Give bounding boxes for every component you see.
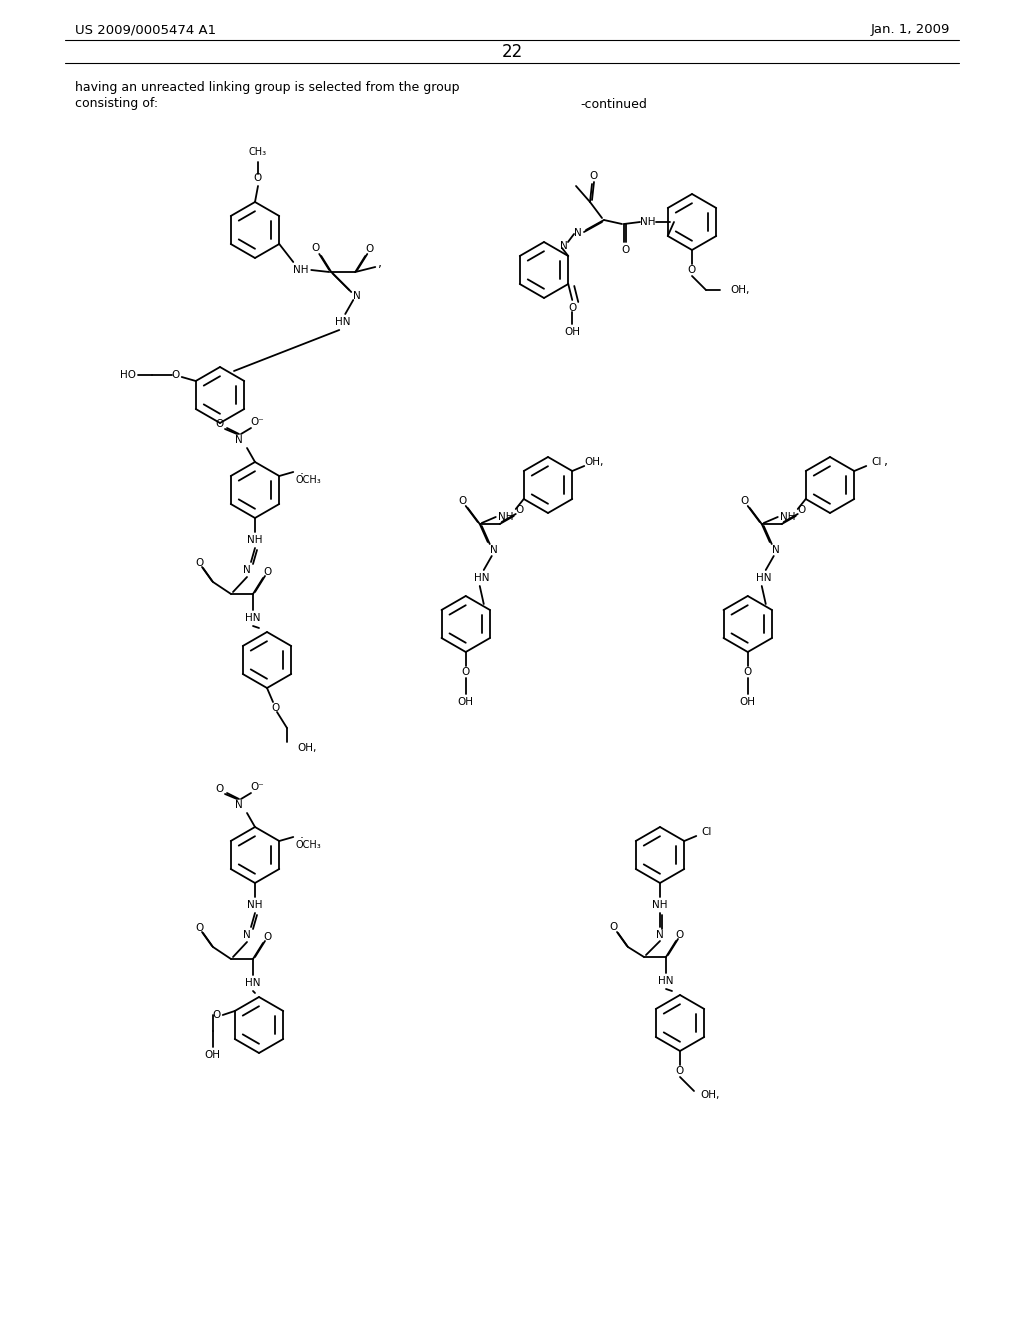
Text: O: O [459, 496, 467, 506]
Text: O: O [195, 558, 203, 568]
Text: HN: HN [474, 573, 489, 583]
Text: O: O [798, 506, 806, 515]
Text: O: O [271, 704, 280, 713]
Text: O: O [743, 667, 752, 677]
Text: O: O [263, 932, 271, 942]
Text: O: O [568, 304, 577, 313]
Text: O: O [688, 265, 696, 275]
Text: N: N [243, 565, 251, 576]
Text: O: O [195, 923, 203, 933]
Text: O: O [621, 246, 629, 255]
Text: NH: NH [294, 265, 309, 275]
Text: O: O [740, 496, 749, 506]
Text: OH: OH [739, 697, 756, 708]
Text: NH: NH [247, 900, 263, 909]
Text: N: N [772, 545, 779, 554]
Text: O: O [215, 784, 223, 795]
Text: OH: OH [205, 1049, 221, 1060]
Text: O: O [172, 370, 180, 380]
Text: O: O [676, 931, 684, 940]
Text: having an unreacted linking group is selected from the group: having an unreacted linking group is sel… [75, 81, 460, 94]
Text: OCH₃: OCH₃ [295, 840, 321, 850]
Text: NH: NH [780, 512, 796, 521]
Text: US 2009/0005474 A1: US 2009/0005474 A1 [75, 24, 216, 37]
Text: N: N [236, 436, 243, 445]
Text: ,: , [885, 455, 888, 469]
Text: CH₃: CH₃ [249, 147, 267, 157]
Text: O: O [213, 1010, 221, 1020]
Text: O: O [516, 506, 524, 515]
Text: OH,: OH, [297, 743, 316, 752]
Text: O: O [676, 1067, 684, 1076]
Text: NH: NH [247, 535, 263, 545]
Text: HN: HN [658, 975, 674, 986]
Text: ,: , [378, 257, 382, 271]
Text: O: O [311, 243, 319, 253]
Text: O⁻: O⁻ [250, 781, 264, 792]
Text: OH,: OH, [730, 285, 750, 294]
Text: HN: HN [756, 573, 771, 583]
Text: O: O [590, 172, 598, 181]
Text: N: N [574, 228, 582, 238]
Text: .: . [299, 829, 303, 842]
Text: HN: HN [246, 978, 261, 987]
Text: NH: NH [640, 216, 655, 227]
Text: N: N [656, 931, 664, 940]
Text: O: O [254, 173, 262, 183]
Text: OH,: OH, [585, 457, 604, 467]
Text: N: N [560, 242, 568, 251]
Text: consisting of:: consisting of: [75, 98, 158, 111]
Text: HN: HN [246, 612, 261, 623]
Text: HN: HN [336, 317, 351, 327]
Text: OH: OH [458, 697, 474, 708]
Text: O: O [366, 244, 374, 253]
Text: N: N [243, 931, 251, 940]
Text: .: . [299, 463, 303, 477]
Text: -continued: -continued [580, 98, 647, 111]
Text: Cl: Cl [871, 457, 882, 467]
Text: OCH₃: OCH₃ [295, 475, 321, 484]
Text: O: O [610, 921, 618, 932]
Text: N: N [353, 290, 361, 301]
Text: HO: HO [120, 370, 136, 380]
Text: O: O [462, 667, 470, 677]
Text: N: N [489, 545, 498, 554]
Text: OH,: OH, [700, 1090, 720, 1100]
Text: NH: NH [652, 900, 668, 909]
Text: OH: OH [564, 327, 581, 337]
Text: NH: NH [498, 512, 513, 521]
Text: Jan. 1, 2009: Jan. 1, 2009 [870, 24, 950, 37]
Text: O⁻: O⁻ [250, 417, 264, 426]
Text: 22: 22 [502, 44, 522, 61]
Text: Cl: Cl [701, 828, 712, 837]
Text: O: O [215, 418, 223, 429]
Text: O: O [263, 568, 271, 577]
Text: N: N [236, 800, 243, 810]
